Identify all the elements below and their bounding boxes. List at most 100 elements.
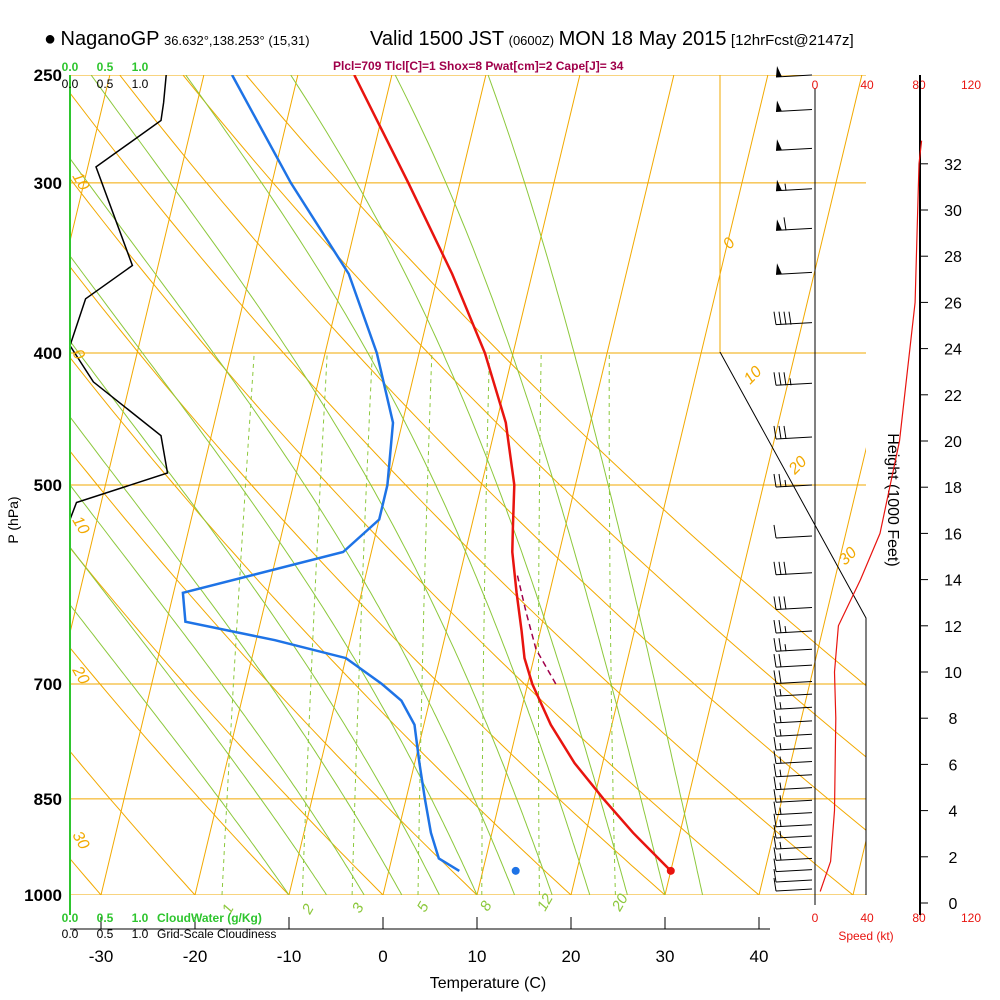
cloudiness-tick-label: 1.0 bbox=[132, 927, 149, 941]
mixing-ratio-line bbox=[417, 352, 433, 895]
pressure-tick-label: 1000 bbox=[24, 886, 62, 905]
wind-barb bbox=[773, 638, 813, 652]
wind-barb bbox=[773, 789, 813, 803]
cloudiness-tick-label: 1.0 bbox=[132, 77, 149, 91]
wind-barb bbox=[775, 100, 813, 112]
dewpoint-line bbox=[181, 75, 460, 872]
pressure-tick-label: 700 bbox=[34, 675, 62, 694]
wind-barb bbox=[775, 179, 813, 192]
isotherm-line bbox=[382, 75, 581, 895]
cloudwater-tick-label: 1.0 bbox=[132, 911, 149, 925]
isotherm-line bbox=[100, 75, 299, 895]
wind-barb bbox=[773, 683, 813, 697]
wind-barb bbox=[773, 524, 813, 539]
wind-barb bbox=[773, 813, 813, 828]
cloudwater-axis-label: CloudWater (g/Kg) bbox=[157, 911, 262, 925]
height-tick-label: 10 bbox=[944, 665, 962, 682]
dry-adiabat bbox=[70, 450, 478, 895]
station-bullet: ● bbox=[44, 28, 57, 50]
dry-adiabat bbox=[70, 177, 760, 895]
temperature-line bbox=[353, 75, 672, 872]
moist-adiabat bbox=[90, 75, 553, 895]
mixing-ratio-line bbox=[301, 352, 328, 895]
wind-barb bbox=[773, 709, 813, 724]
cloudwater-tick-label: 1.0 bbox=[132, 60, 149, 74]
adiabat-label: 0 bbox=[720, 235, 739, 253]
dry-adiabat bbox=[70, 750, 196, 895]
cloudiness-tick-label: 0.5 bbox=[97, 927, 114, 941]
adiabat-label: 10 bbox=[69, 514, 93, 538]
temperature-tick-label: 20 bbox=[562, 947, 581, 966]
mixing-ratio-line bbox=[608, 352, 616, 895]
isotherm-line bbox=[664, 75, 863, 895]
wind-barb bbox=[773, 654, 813, 668]
moist-adiabat bbox=[185, 75, 591, 895]
dry-adiabat bbox=[70, 356, 572, 895]
moist-adiabat bbox=[290, 75, 628, 895]
valid-header: Valid 1500 JST (0600Z) MON 18 May 2015 [… bbox=[370, 28, 854, 51]
wind-barb bbox=[773, 736, 813, 751]
valid-date: MON 18 May 2015 bbox=[558, 28, 727, 50]
wind-barb bbox=[773, 824, 813, 839]
wind-speed-axis-label: Speed (kt) bbox=[838, 929, 893, 943]
mixing-ratio-line bbox=[538, 352, 542, 895]
isotherm-line bbox=[0, 75, 16, 895]
height-tick-label: 16 bbox=[944, 526, 962, 543]
wind-speed-tick-label: 40 bbox=[860, 911, 874, 925]
dry-adiabat bbox=[0, 51, 7, 895]
moist-adiabat bbox=[70, 157, 516, 895]
pressure-tick-label: 250 bbox=[34, 66, 62, 85]
pressure-tick-label: 850 bbox=[34, 790, 62, 809]
height-tick-label: 18 bbox=[944, 480, 962, 497]
mixing-ratio-label: 3 bbox=[349, 900, 368, 916]
moist-adiabat bbox=[70, 255, 478, 895]
wind-barb bbox=[773, 763, 813, 778]
wind-barb bbox=[773, 723, 813, 737]
mixing-ratio-line bbox=[481, 352, 490, 895]
height-tick-label: 12 bbox=[944, 619, 962, 636]
parcel-path bbox=[516, 572, 557, 685]
wind-barb bbox=[773, 670, 813, 684]
moist-adiabat bbox=[394, 75, 666, 895]
adiabat-label: 20 bbox=[785, 453, 810, 478]
moist-adiabat bbox=[70, 484, 365, 895]
mixing-ratio-label: 8 bbox=[477, 898, 496, 914]
stability-indices: Plcl=709 Tlcl[C]=1 Shox=8 Pwat[cm]=2 Cap… bbox=[333, 59, 624, 73]
station-header: ● NaganoGP 36.632°,138.253° (15,31) bbox=[44, 28, 310, 51]
wind-speed-tick-label: 80 bbox=[912, 911, 926, 925]
moist-adiabat bbox=[70, 546, 328, 895]
wind-barb bbox=[773, 877, 813, 892]
temperature-axis-label: Temperature (C) bbox=[430, 975, 546, 992]
dry-adiabat bbox=[70, 92, 854, 895]
wind-barb bbox=[773, 619, 813, 634]
pressure-axis-label: P (hPa) bbox=[5, 496, 21, 543]
wind-barb bbox=[773, 776, 813, 791]
wind-speed-tick-label: 0 bbox=[812, 78, 819, 92]
wind-barb bbox=[775, 139, 813, 151]
moist-adiabat bbox=[70, 340, 440, 895]
wind-speed-line bbox=[819, 140, 923, 892]
mixing-ratio-label: 12 bbox=[534, 890, 557, 914]
temperature-tick-label: 10 bbox=[468, 947, 487, 966]
mixing-ratio-label: 20 bbox=[608, 890, 632, 914]
height-tick-label: 32 bbox=[944, 157, 962, 174]
wind-barb bbox=[773, 801, 813, 816]
wind-speed-tick-label: 120 bbox=[961, 78, 981, 92]
dry-adiabat bbox=[182, 75, 866, 758]
pressure-tick-label: 500 bbox=[34, 476, 62, 495]
adiabat-label: 30 bbox=[836, 544, 861, 569]
isotherm-line bbox=[194, 75, 393, 895]
height-tick-label: 2 bbox=[949, 850, 958, 867]
moist-adiabat bbox=[70, 416, 403, 895]
cloudiness-tick-label: 0.0 bbox=[62, 77, 79, 91]
wind-barb bbox=[775, 66, 813, 78]
wind-barb bbox=[773, 311, 813, 326]
height-tick-label: 8 bbox=[949, 711, 958, 728]
cloudwater-tick-label: 0.5 bbox=[97, 911, 114, 925]
adiabat-label: 10 bbox=[741, 363, 766, 388]
wind-barb bbox=[775, 263, 813, 275]
temperature-tick-label: 40 bbox=[750, 947, 769, 966]
adiabat-label: 30 bbox=[69, 829, 93, 853]
surface-dewpoint-dot bbox=[511, 866, 520, 875]
